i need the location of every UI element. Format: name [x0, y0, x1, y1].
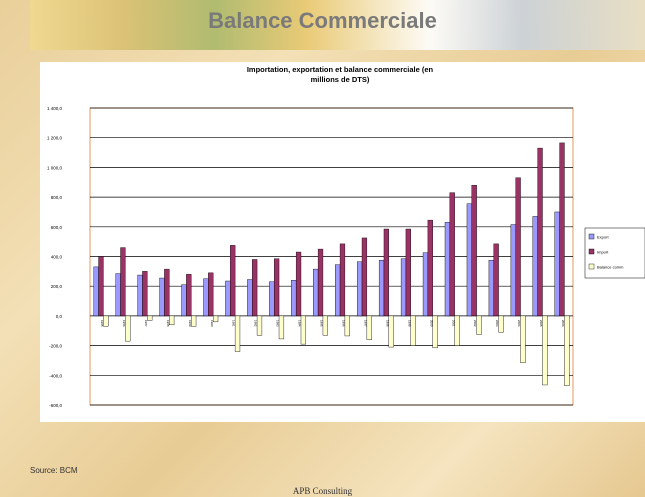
- legend-swatch: [589, 264, 594, 269]
- bar: [230, 245, 235, 316]
- footer: APB Consulting: [0, 486, 645, 496]
- y-tick-label: 0,0: [56, 314, 63, 319]
- bar: [423, 253, 428, 316]
- bar: [208, 273, 213, 316]
- bar: [318, 249, 323, 316]
- x-tick-label: 1985: [100, 320, 104, 327]
- bar: [274, 259, 279, 316]
- bar: [533, 216, 538, 315]
- bar: [186, 274, 191, 316]
- bar: [362, 238, 367, 316]
- x-tick-label: 1986: [122, 320, 126, 327]
- bar: [335, 265, 340, 316]
- bar: [428, 220, 433, 316]
- bar: [472, 185, 477, 316]
- bar: [340, 244, 345, 316]
- y-tick-label: -600,0: [49, 403, 62, 408]
- bar: [516, 178, 521, 316]
- x-tick-label: 1996: [341, 320, 345, 327]
- legend-label: Export: [597, 235, 609, 240]
- bar: [511, 225, 516, 316]
- y-tick-label: 1 000,0: [47, 165, 63, 170]
- y-tick-label: 800,0: [51, 195, 63, 200]
- legend-label: Import: [597, 250, 609, 255]
- bar: [94, 267, 99, 316]
- x-tick-label: 1997: [363, 320, 367, 327]
- bar: [121, 248, 126, 316]
- y-tick-label: 600,0: [51, 225, 63, 230]
- y-tick-label: -400,0: [49, 373, 62, 378]
- y-tick-label: 1 400,0: [47, 106, 63, 111]
- bar: [269, 282, 274, 316]
- bar: [116, 274, 121, 316]
- slide: Balance Commerciale Importation, exporta…: [0, 0, 645, 497]
- y-tick-label: 200,0: [51, 284, 63, 289]
- bar: [445, 222, 450, 316]
- bar: [313, 269, 318, 316]
- source: Source: BCM: [30, 466, 78, 475]
- bar: [357, 262, 362, 316]
- x-tick-label: 1988: [166, 320, 170, 327]
- x-tick-label: 1992: [254, 320, 258, 327]
- bar: [494, 244, 499, 316]
- legend-swatch: [589, 249, 594, 254]
- bar: [225, 281, 230, 316]
- x-tick-label: 1990: [210, 320, 214, 327]
- bar: [142, 271, 147, 316]
- legend-swatch: [589, 234, 594, 239]
- x-tick-label: 2000: [429, 320, 433, 327]
- bar: [138, 275, 143, 316]
- bar: [182, 285, 187, 316]
- bar: [204, 279, 209, 316]
- chart-title: Importation, exportation et balance comm…: [247, 65, 434, 84]
- x-tick-label: 2001: [451, 320, 455, 327]
- y-tick-label: 1 200,0: [47, 136, 63, 141]
- y-tick-label: -200,0: [49, 344, 62, 349]
- bar: [99, 257, 104, 316]
- x-tick-label: 1993: [276, 320, 280, 327]
- x-tick-label: 2002: [473, 320, 477, 327]
- chart: Importation, exportation et balance comm…: [0, 0, 645, 497]
- bar: [555, 212, 560, 316]
- bar: [401, 259, 406, 316]
- bar: [247, 280, 252, 316]
- bar: [406, 229, 411, 316]
- x-tick-label: 1991: [232, 320, 236, 327]
- bar: [489, 260, 494, 316]
- x-tick-label: 1994: [298, 320, 302, 327]
- bar: [296, 252, 301, 316]
- x-tick-label: 1999: [407, 320, 411, 327]
- bar: [560, 143, 565, 316]
- legend-label: Balance comm: [597, 265, 624, 270]
- bar: [164, 269, 169, 316]
- bar: [160, 278, 165, 316]
- bar: [450, 193, 455, 316]
- x-tick-label: 1987: [144, 320, 148, 327]
- bar: [384, 229, 389, 316]
- bar: [379, 260, 384, 316]
- y-tick-label: 400,0: [51, 255, 63, 260]
- x-tick-label: 1995: [320, 320, 324, 327]
- x-tick-label: 1989: [188, 320, 192, 327]
- x-tick-label: 1998: [385, 320, 389, 327]
- x-tick-label: 2005: [539, 320, 543, 327]
- x-tick-label: 2006: [561, 320, 565, 327]
- bar: [467, 204, 472, 316]
- x-tick-label: 2003: [495, 320, 499, 327]
- bar: [291, 280, 296, 316]
- x-tick-label: 2004: [517, 320, 521, 327]
- bar: [252, 259, 257, 315]
- bar: [538, 148, 543, 316]
